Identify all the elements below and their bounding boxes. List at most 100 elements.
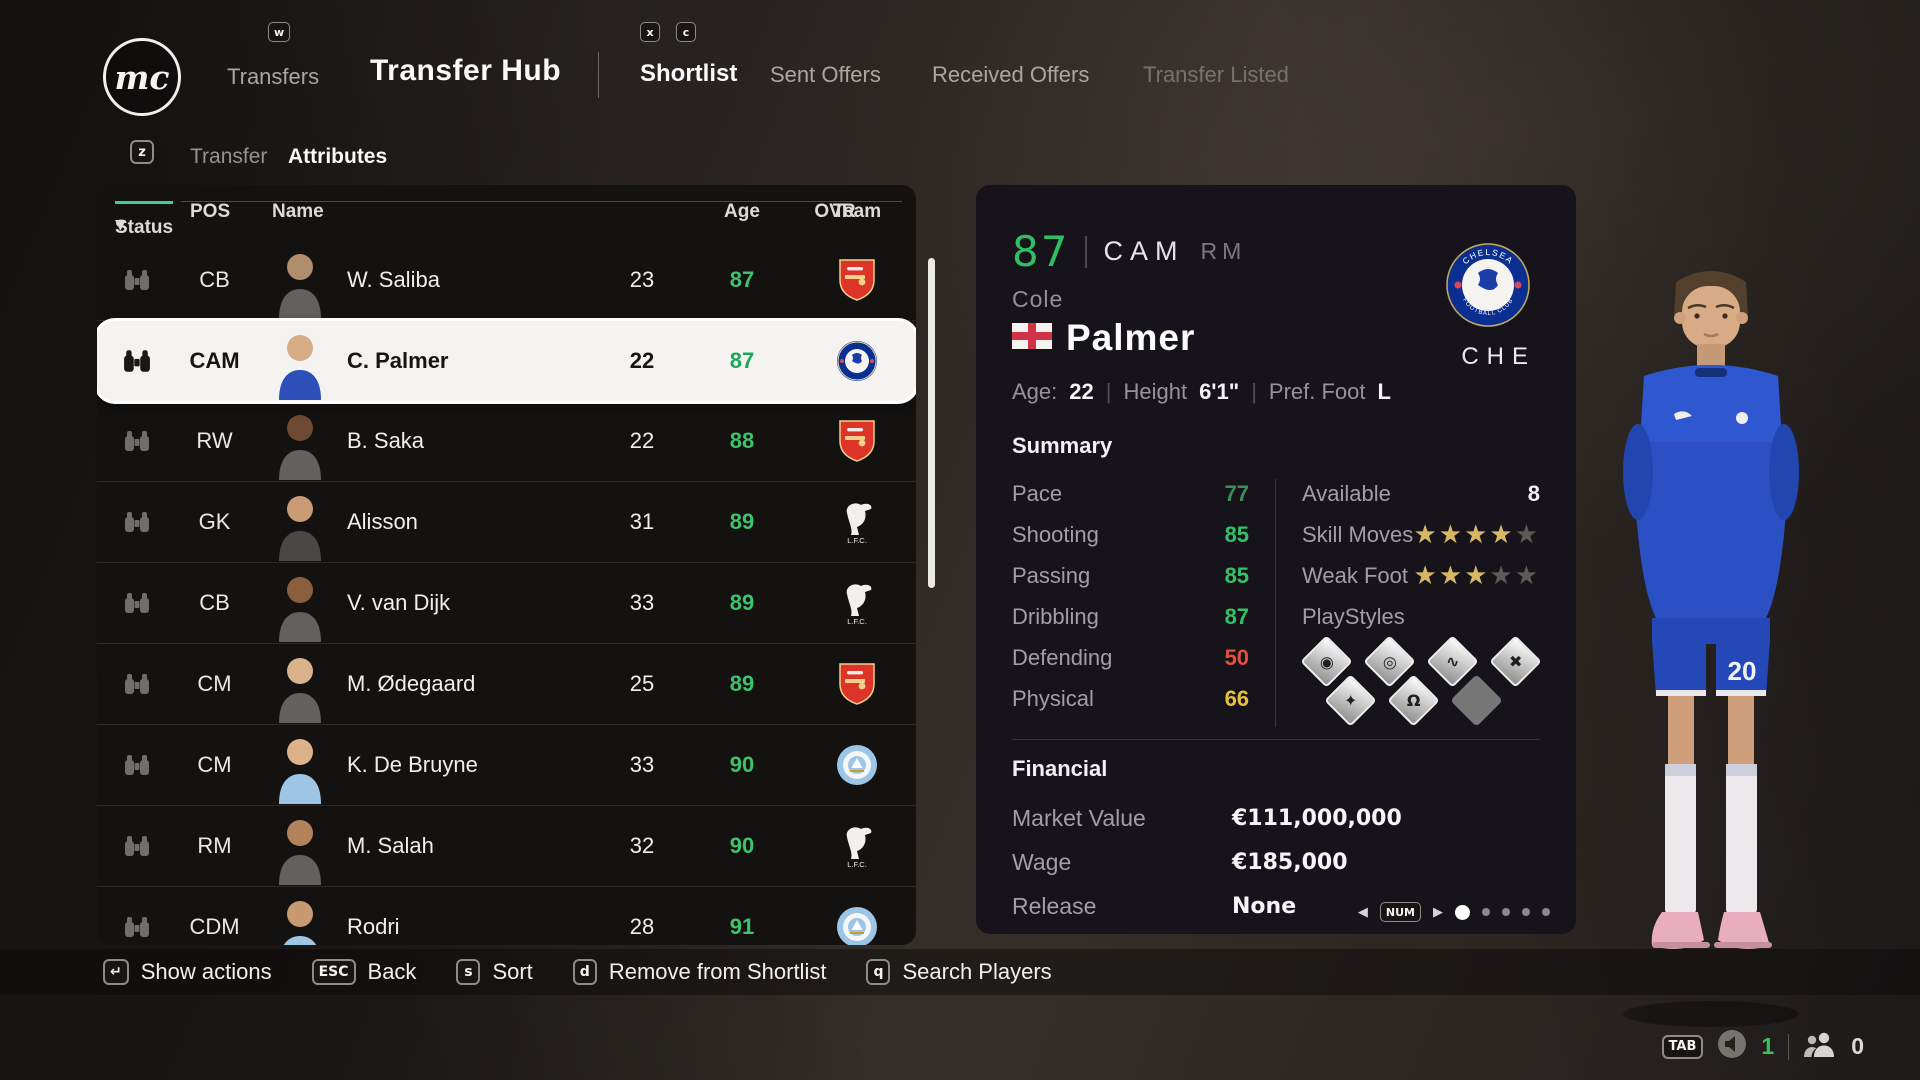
- player-row[interactable]: CM M. Ødegaard 25 89: [97, 644, 916, 725]
- voice-count: 1: [1761, 1033, 1775, 1059]
- sparkle-playstyle-icon: ✦: [1324, 674, 1377, 727]
- chelsea-crest-icon: [797, 339, 916, 383]
- pager-dot[interactable]: [1455, 904, 1470, 920]
- manchester-city-crest-icon: [797, 905, 916, 945]
- player-age: 25: [629, 671, 655, 696]
- player-pos: RM: [197, 833, 232, 858]
- watch-binoculars-icon: [97, 348, 177, 374]
- weak-foot-label: Weak Foot: [1302, 562, 1408, 588]
- club-logo-text: mc: [114, 57, 170, 97]
- player-age: 22: [629, 428, 655, 453]
- search-players-button[interactable]: q Search Players: [866, 959, 1052, 985]
- online-count: 0: [1851, 1033, 1864, 1059]
- pager-next-icon[interactable]: ▶: [1433, 904, 1443, 920]
- player-pos: CM: [197, 752, 232, 777]
- stat-value: 85: [1224, 562, 1250, 588]
- detail-ovr: 87: [1012, 227, 1070, 276]
- player-age: 33: [629, 752, 655, 777]
- pager-dot[interactable]: [1482, 908, 1490, 916]
- remove-from-shortlist-button[interactable]: d Remove from Shortlist: [572, 959, 826, 985]
- player-name: V. van Dijk: [347, 590, 451, 615]
- tab-transfer-listed[interactable]: Transfer Listed: [1143, 62, 1289, 87]
- subtab-attributes[interactable]: Attributes: [288, 145, 388, 168]
- player-pos: CM: [197, 671, 232, 696]
- nav-transfers[interactable]: Transfers: [227, 64, 320, 89]
- status-bar: TAB 1 0: [1661, 1029, 1864, 1064]
- player-pos: CB: [199, 267, 230, 292]
- bio-separator: |: [1251, 379, 1257, 404]
- player-row[interactable]: CB V. van Dijk 33 89 L.F.C.: [97, 563, 916, 644]
- subtab-transfer[interactable]: Transfer: [190, 145, 268, 168]
- header-age[interactable]: Age: [724, 201, 760, 222]
- player-photo: [252, 729, 347, 805]
- player-pos: CB: [199, 590, 230, 615]
- stat-value: 66: [1224, 685, 1250, 711]
- key-hint-x: x: [640, 22, 660, 42]
- s-key-icon: s: [456, 959, 481, 985]
- watch-binoculars-icon: [97, 672, 177, 696]
- player-row[interactable]: CDM Rodri 28 91: [97, 887, 916, 945]
- table-header-row: Status ▼ POS Name Age OVR Team: [97, 185, 916, 240]
- club-code: CHE: [1461, 343, 1536, 370]
- player-name: K. De Bruyne: [347, 752, 478, 777]
- header-name[interactable]: Name: [272, 201, 324, 222]
- player-name: C. Palmer: [347, 348, 449, 373]
- tab-shortlist[interactable]: Shortlist: [640, 60, 738, 87]
- player-photo: [252, 486, 347, 562]
- pager-dot[interactable]: [1502, 908, 1510, 916]
- player-pos: GK: [198, 509, 231, 534]
- player-row-selected[interactable]: CAM C. Palmer 22 87: [97, 321, 916, 401]
- player-last-name: Palmer: [1066, 317, 1196, 358]
- active-sort-underline: [115, 201, 173, 204]
- pref-foot-value: L: [1377, 379, 1391, 404]
- player-ovr: 89: [729, 509, 755, 534]
- arsenal-crest-icon: [797, 419, 916, 463]
- player-row[interactable]: RM M. Salah 32 90 L.F.C.: [97, 806, 916, 887]
- tab-key-icon: TAB: [1661, 1034, 1704, 1059]
- wage-value: €185,000: [1232, 849, 1348, 875]
- sort-button[interactable]: s Sort: [456, 959, 533, 985]
- liverpool-crest-icon: L.F.C.: [797, 499, 916, 545]
- detail-alt-position: RM: [1200, 238, 1247, 264]
- tab-received-offers[interactable]: Received Offers: [932, 62, 1090, 87]
- detail-pager: ◀ NUM ▶: [1358, 902, 1550, 922]
- player-ovr: 87: [729, 348, 755, 373]
- player-name: Rodri: [347, 914, 400, 939]
- bio-separator: |: [1105, 379, 1112, 404]
- player-row[interactable]: CM K. De Bruyne 33 90: [97, 725, 916, 806]
- age-label: Age:: [1012, 379, 1058, 404]
- player-ovr: 90: [729, 752, 755, 777]
- header-pos[interactable]: POS: [190, 201, 231, 222]
- player-row[interactable]: RW B. Saka 22 88: [97, 401, 916, 482]
- stat-value: 87: [1224, 603, 1250, 629]
- tab-sent-offers[interactable]: Sent Offers: [770, 62, 881, 87]
- market-value-label: Market Value: [1012, 804, 1146, 831]
- player-photo: [252, 405, 347, 481]
- watch-binoculars-icon: [97, 915, 177, 939]
- show-actions-button[interactable]: ↵ Show actions: [103, 959, 272, 985]
- back-button[interactable]: ESC Back: [311, 959, 416, 985]
- q-key-icon: q: [866, 959, 891, 985]
- player-pos: CAM: [189, 348, 240, 373]
- stat-label: Pace: [1012, 480, 1063, 506]
- header-team[interactable]: Team: [832, 201, 882, 222]
- voice-speaker-icon: [1717, 1029, 1747, 1064]
- playstyles-label: PlayStyles: [1302, 603, 1405, 629]
- player-first-name: Cole: [1012, 286, 1064, 312]
- player-ovr: 90: [729, 833, 755, 858]
- pager-dot[interactable]: [1542, 908, 1550, 916]
- header-ovr[interactable]: OVR: [814, 201, 856, 222]
- player-row[interactable]: GK Alisson 31 89 L.F.C.: [97, 482, 916, 563]
- table-scrollbar[interactable]: [928, 258, 935, 588]
- d-key-icon: d: [572, 959, 597, 985]
- player-3d-render: 20: [1576, 252, 1846, 1047]
- arsenal-crest-icon: [797, 662, 916, 706]
- header-underline: [181, 201, 902, 202]
- player-name: M. Salah: [347, 833, 434, 858]
- shortlist-table: Status ▼ POS Name Age OVR Team CB W. Sal…: [97, 185, 916, 945]
- player-age: 28: [629, 914, 655, 939]
- pager-prev-icon[interactable]: ◀: [1357, 904, 1368, 920]
- player-age: 33: [629, 590, 655, 615]
- pager-dot[interactable]: [1522, 908, 1530, 916]
- player-row[interactable]: CB W. Saliba 23 87: [97, 240, 916, 321]
